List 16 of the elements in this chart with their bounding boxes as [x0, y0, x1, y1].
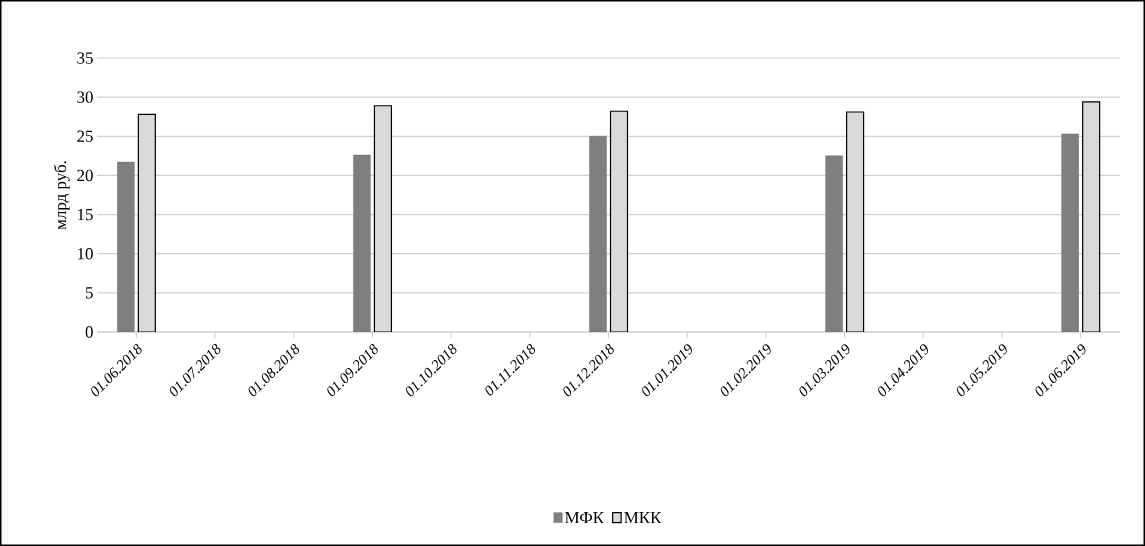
y-tick-label: 20 — [77, 169, 93, 182]
y-tick-label: 25 — [77, 130, 93, 142]
bar — [1061, 133, 1079, 332]
bar — [117, 161, 135, 332]
legend-label: МКК — [624, 512, 662, 524]
y-tick-label: 5 — [86, 287, 93, 299]
y-tick-label: 0 — [85, 326, 93, 338]
y-axis-title: млрд руб. — [53, 161, 70, 230]
y-tick-label: 30 — [77, 91, 93, 103]
y-tick-label: 10 — [78, 248, 93, 260]
bar — [589, 136, 607, 332]
y-tick-label: 35 — [77, 52, 93, 64]
bar — [353, 154, 371, 332]
y-tick-label: 15 — [78, 208, 93, 221]
legend-label: МФК — [565, 512, 605, 524]
bar — [825, 155, 843, 332]
